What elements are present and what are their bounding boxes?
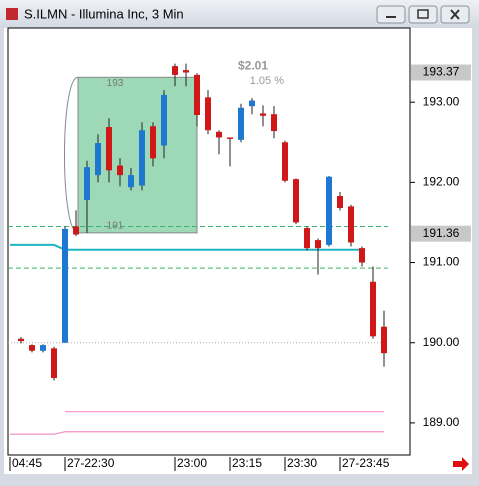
overlay-line xyxy=(10,243,362,251)
candle-body xyxy=(183,70,189,73)
measure-change: $2.01 xyxy=(238,58,268,72)
candle-body xyxy=(73,226,79,235)
candle-body xyxy=(106,127,112,171)
x-tick-label: 23:15 xyxy=(232,456,262,470)
x-tick-label: 23:00 xyxy=(177,456,207,470)
candle-body xyxy=(161,94,167,146)
candle-body xyxy=(260,113,266,116)
window-title: S.ILMN - Illumina Inc, 3 Min xyxy=(24,6,184,21)
plot: 189.00 190.00 191.00 192.00 193.00 04:45 27-22… xyxy=(8,58,471,471)
maximize-button[interactable] xyxy=(408,5,438,24)
candle-body xyxy=(315,240,321,249)
measure-low-label: 191 xyxy=(107,221,124,232)
candle-body xyxy=(62,228,68,343)
x-tick-label: 23:30 xyxy=(287,456,317,470)
y-tick-label: 193.00 xyxy=(423,94,460,108)
candle-body xyxy=(359,248,365,263)
x-tick-label: 04:45 xyxy=(12,456,42,470)
candle-body xyxy=(205,97,211,131)
candle-body xyxy=(271,114,277,132)
window-buttons[interactable] xyxy=(376,5,470,24)
candle-body xyxy=(95,143,101,176)
candle-body xyxy=(51,348,57,379)
candle-body xyxy=(238,107,244,140)
price-marker-label: 193.37 xyxy=(423,65,460,79)
candle-body xyxy=(381,326,387,354)
candle-body xyxy=(139,130,145,186)
candle-body xyxy=(282,142,288,181)
candle-body xyxy=(128,175,134,188)
candle-body xyxy=(370,281,376,337)
candle-body xyxy=(337,195,343,209)
candle-body xyxy=(249,100,255,107)
candle-body xyxy=(304,228,310,249)
app-icon xyxy=(6,8,18,20)
x-tick-label: 27-22:30 xyxy=(67,456,115,470)
measure-arc xyxy=(64,76,79,234)
maximize-icon xyxy=(417,9,429,19)
candle-body xyxy=(29,345,35,351)
candle-body xyxy=(194,74,200,115)
candle-body xyxy=(84,167,90,200)
y-tick-label: 191.00 xyxy=(423,255,460,269)
y-tick-label: 189.00 xyxy=(423,415,460,429)
candle-body xyxy=(326,176,332,245)
price-marker-label: 191.36 xyxy=(423,226,460,240)
candle-body xyxy=(117,165,123,176)
y-tick-label: 192.00 xyxy=(423,175,460,189)
candle-body xyxy=(150,126,156,159)
measure-high-label: 193 xyxy=(107,78,124,89)
minimize-button[interactable] xyxy=(376,5,406,24)
close-icon xyxy=(450,9,460,20)
candle-body xyxy=(172,66,178,75)
candle-body xyxy=(227,137,233,139)
candle-body xyxy=(216,131,222,138)
candle-body xyxy=(40,345,46,351)
price-marker-box xyxy=(411,225,471,242)
price-marker-box xyxy=(411,64,471,81)
measure-percent: 1.05 % xyxy=(250,75,284,87)
x-tick-label: 27-23:45 xyxy=(342,456,390,470)
y-tick-label: 190.00 xyxy=(423,335,460,349)
overlay-line xyxy=(10,431,384,435)
candle-body xyxy=(293,179,299,223)
candle-body xyxy=(18,338,24,342)
candle-body xyxy=(348,206,354,243)
scroll-arrow[interactable] xyxy=(453,457,469,471)
